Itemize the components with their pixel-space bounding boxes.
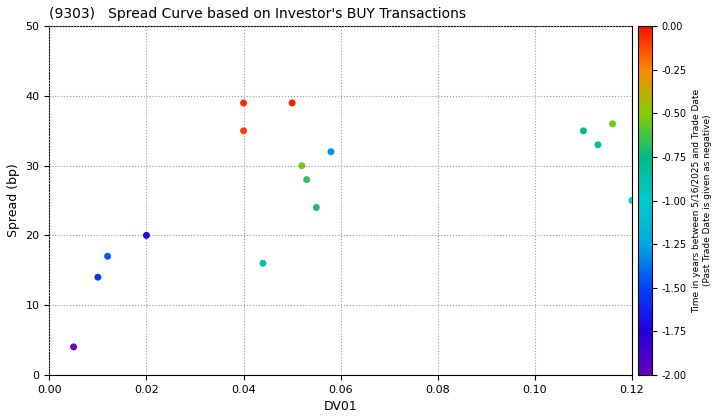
Point [607, 121, 618, 127]
Point [238, 127, 249, 134]
Point [287, 100, 298, 106]
Point [238, 100, 249, 106]
Point [296, 162, 307, 169]
Point [68, 344, 79, 350]
Point [325, 148, 337, 155]
Point [257, 260, 269, 267]
X-axis label: DV01: DV01 [324, 400, 358, 413]
Point [577, 127, 589, 134]
Point [140, 232, 152, 239]
Point [92, 274, 104, 281]
Point [626, 197, 638, 204]
Point [310, 204, 322, 211]
Point [301, 176, 312, 183]
Y-axis label: Spread (bp): Spread (bp) [7, 164, 20, 237]
Text: (9303)   Spread Curve based on Investor's BUY Transactions: (9303) Spread Curve based on Investor's … [50, 7, 467, 21]
Point [102, 253, 113, 260]
Y-axis label: Time in years between 5/16/2025 and Trade Date
(Past Trade Date is given as nega: Time in years between 5/16/2025 and Trad… [693, 89, 712, 312]
Point [593, 142, 604, 148]
